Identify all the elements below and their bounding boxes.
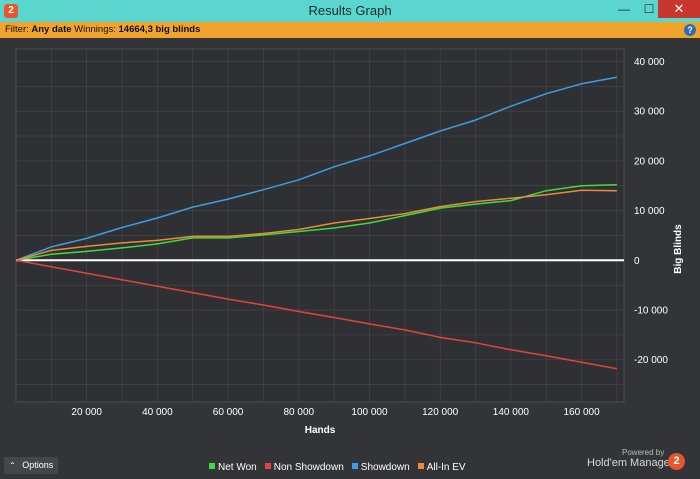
series-line-net-won: [15, 183, 617, 262]
filter-value[interactable]: Any date: [31, 24, 72, 35]
powered-by-text: Powered by: [622, 448, 665, 457]
options-button[interactable]: ⌃ Options: [4, 457, 58, 474]
y-tick-label: 0: [634, 256, 640, 267]
legend-label: Showdown: [360, 462, 410, 473]
x-tick-labels: 20 000 40 000 60 000 80 000 100 000 120 000 14…: [71, 407, 600, 418]
legend-item[interactable]: Non Showdown: [264, 462, 344, 473]
legend-swatch: [264, 463, 271, 469]
y-tick-label: 40 000: [634, 57, 665, 68]
x-tick-label: 160 000: [564, 407, 601, 418]
close-button[interactable]: ✕: [658, 0, 700, 18]
y-tick-label: 30 000: [634, 107, 665, 118]
app-icon: 2: [4, 4, 18, 18]
y-tick-label: 10 000: [634, 206, 665, 217]
legend-swatch: [209, 463, 215, 469]
y-tick-labels: 40 000 30 000 20 000 10 000 0 -10 000 -20 000: [634, 57, 668, 366]
legend-item[interactable]: Net Won: [209, 462, 257, 473]
brand-name: Hold'em Manager: [587, 457, 674, 469]
legend: Net Won Non Showdown Showdown All-In EV: [209, 457, 474, 473]
title-bar: 2 Results Graph — ☐ ✕: [0, 0, 700, 22]
x-tick-label: 40 000: [142, 407, 173, 418]
legend-swatch: [417, 463, 424, 469]
winnings-label: Winnings:: [74, 24, 116, 35]
minimize-button[interactable]: —: [618, 2, 630, 16]
winnings-value: 14664,3 big blinds: [118, 24, 201, 35]
maximize-button[interactable]: ☐: [643, 2, 655, 16]
legend-label: Net Won: [218, 462, 257, 473]
x-tick-label: 60 000: [213, 407, 244, 418]
x-tick-label: 20 000: [71, 407, 102, 418]
legend-item[interactable]: All-In EV: [417, 462, 466, 473]
series-line-showdown: [15, 76, 618, 262]
help-icon[interactable]: ?: [684, 24, 696, 36]
y-tick-label: 20 000: [634, 156, 665, 167]
x-axis-label: Hands: [305, 425, 336, 436]
results-chart: 20 000 40 000 60 000 80 000 100 000 120 000 14…: [15, 48, 684, 436]
y-tick-label: -10 000: [634, 306, 668, 317]
series-line-all-in-ev: [15, 189, 617, 262]
legend-swatch: [351, 463, 358, 469]
chevron-up-icon: ⌃: [9, 461, 16, 470]
series-lines: [15, 76, 618, 370]
filter-bar: Filter: Any date Winnings: 14664,3 big b…: [0, 22, 700, 38]
x-tick-label: 80 000: [283, 407, 314, 418]
filter-label: Filter:: [5, 24, 29, 35]
x-tick-label: 120 000: [422, 407, 459, 418]
legend-label: All-In EV: [426, 462, 466, 473]
brand-logo-icon: 2: [668, 453, 685, 470]
options-label: Options: [22, 460, 54, 470]
window-title: Results Graph: [308, 3, 392, 18]
x-tick-label: 100 000: [351, 407, 388, 418]
legend-label: Non Showdown: [273, 462, 344, 473]
series-line-non-showdown: [15, 259, 618, 370]
x-tick-label: 140 000: [493, 407, 530, 418]
legend-item[interactable]: Showdown: [351, 462, 410, 473]
y-axis-label: Big Blinds: [673, 224, 684, 274]
y-tick-label: -20 000: [634, 355, 668, 366]
